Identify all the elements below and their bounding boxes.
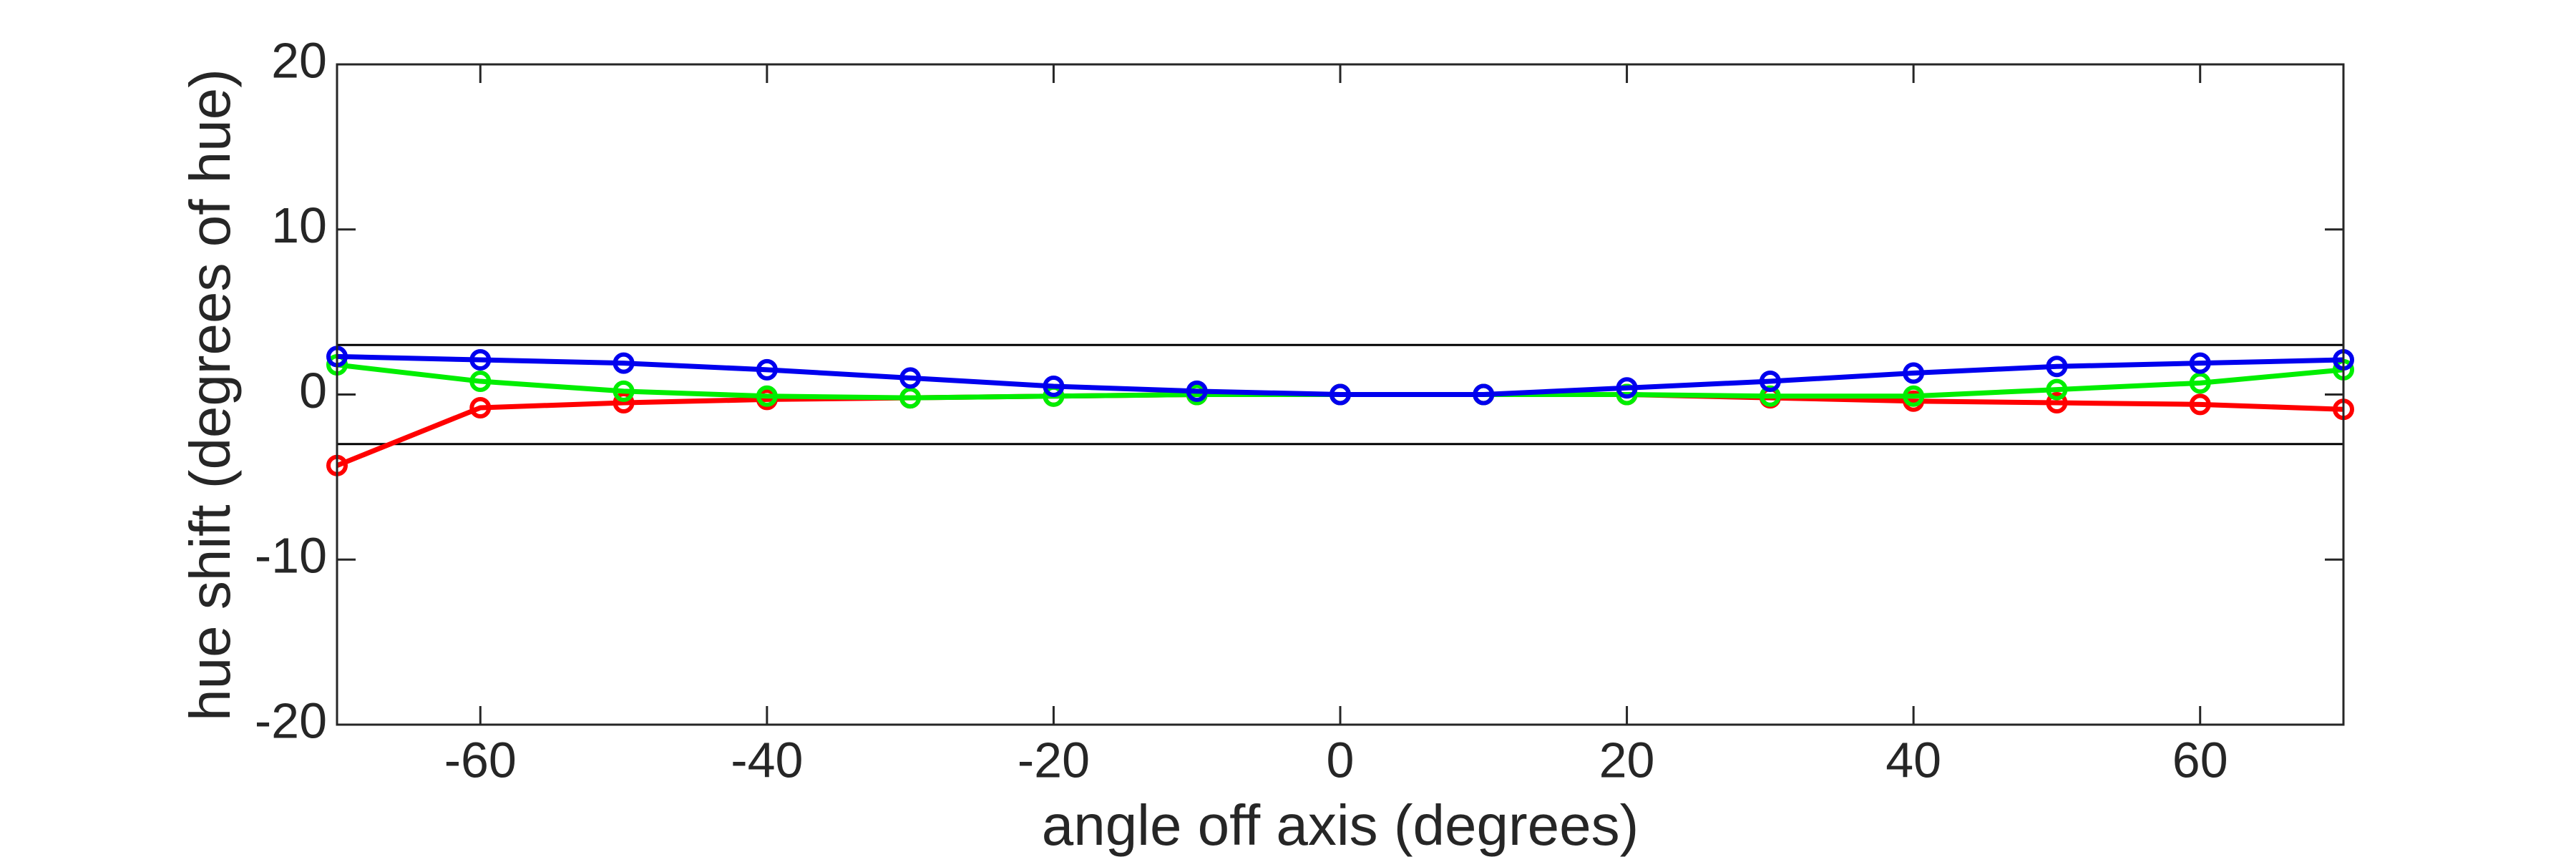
- x-tick-label: -20: [1018, 732, 1090, 788]
- data-point: [2046, 378, 2068, 401]
- series-line: [336, 353, 2344, 397]
- x-tick-label: -60: [444, 732, 517, 788]
- data-point: [1759, 385, 1781, 407]
- data-point: [1330, 383, 1351, 406]
- data-point: [899, 387, 922, 409]
- data-point: [1043, 375, 1065, 397]
- y-tick-label: -10: [255, 528, 327, 584]
- x-axis-label: angle off axis (degrees): [1042, 793, 1639, 857]
- data-point: [2046, 392, 2068, 414]
- y-tick-label: 20: [271, 32, 327, 88]
- x-tick-label: 20: [1599, 732, 1655, 788]
- data-point: [899, 367, 922, 389]
- y-tick-label: 0: [299, 363, 327, 418]
- data-point: [613, 380, 635, 402]
- data-point: [1903, 362, 1925, 384]
- x-tick-label: 60: [2172, 732, 2228, 788]
- data-point: [1759, 371, 1781, 393]
- data-point: [1616, 377, 1638, 399]
- data-point: [2189, 372, 2211, 394]
- data-point: [2189, 393, 2211, 416]
- data-point: [2189, 352, 2211, 374]
- data-point: [2046, 356, 2068, 378]
- data-point: [756, 358, 778, 381]
- y-axis-label: hue shift (degrees of hue): [178, 69, 242, 721]
- y-tick-label: 10: [271, 197, 327, 253]
- y-tick-label: -20: [255, 692, 327, 748]
- plot-frame: [336, 63, 2345, 726]
- data-point: [469, 371, 492, 393]
- data-point: [469, 396, 492, 418]
- data-point: [756, 385, 778, 407]
- data-point: [1186, 380, 1208, 402]
- data-point: [469, 349, 492, 371]
- data-point: [613, 392, 635, 414]
- x-tick-label: 40: [1885, 732, 1941, 788]
- data-point: [1473, 383, 1495, 406]
- x-tick-label: -40: [731, 732, 803, 788]
- data-point: [613, 352, 635, 374]
- data-point: [1903, 385, 1925, 407]
- x-tick-label: 0: [1327, 732, 1355, 788]
